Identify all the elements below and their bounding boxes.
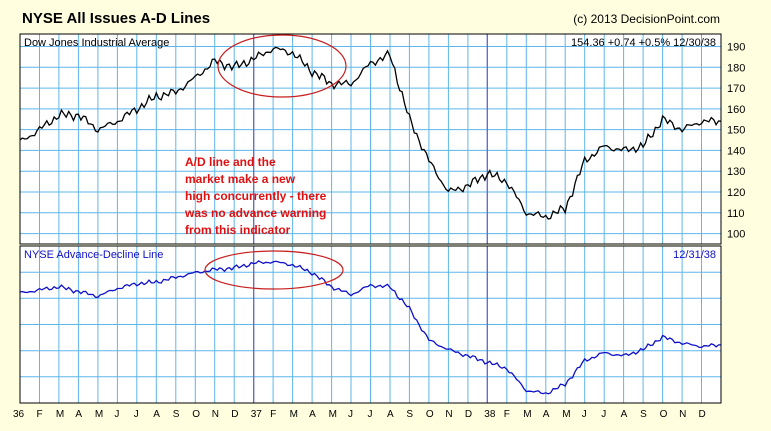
- annotation-line: market make a new: [185, 172, 296, 186]
- price-y-tick-label: 130: [727, 166, 745, 178]
- price-y-tick-label: 110: [727, 208, 745, 220]
- x-axis-label: N: [212, 409, 219, 420]
- chart-credit: (c) 2013 DecisionPoint.com: [573, 12, 720, 26]
- price-peak-ellipse: [217, 34, 347, 98]
- annotation-line: A/D line and the: [185, 155, 276, 169]
- x-axis-label: N: [445, 409, 452, 420]
- price-y-tick-label: 140: [727, 145, 745, 157]
- x-axis-label: S: [173, 409, 180, 420]
- ad-line: [19, 260, 721, 395]
- x-axis-label: M: [329, 409, 337, 420]
- x-axis-label: M: [290, 409, 298, 420]
- x-axis-label: M: [56, 409, 64, 420]
- ad-panel-label: NYSE Advance-Decline Line: [24, 249, 163, 261]
- x-axis-label: O: [660, 409, 668, 420]
- x-axis-label: M: [95, 409, 103, 420]
- x-axis-label: D: [699, 409, 706, 420]
- x-axis-label: A: [621, 409, 628, 420]
- x-axis-label: M: [562, 409, 570, 420]
- price-y-tick-label: 120: [727, 187, 745, 199]
- x-axis-label: S: [406, 409, 413, 420]
- x-axis-label: A: [387, 409, 394, 420]
- ad-panel-border: [19, 245, 722, 404]
- x-axis-label: D: [231, 409, 238, 420]
- x-axis-label: N: [679, 409, 686, 420]
- price-y-tick-label: 190: [727, 42, 745, 54]
- price-y-tick-label: 170: [727, 83, 745, 95]
- annotation-line: from this indicator: [185, 223, 291, 237]
- chart-title: NYSE All Issues A-D Lines: [22, 10, 210, 27]
- x-axis-label: J: [134, 409, 139, 420]
- x-axis-label: F: [270, 409, 276, 420]
- x-axis-label: 37: [251, 409, 263, 420]
- x-axis-label: J: [368, 409, 373, 420]
- x-axis-label: J: [582, 409, 587, 420]
- x-axis-label: S: [640, 409, 647, 420]
- price-panel-border: [19, 33, 722, 245]
- annotation-note: A/D line and the market make a new high co…: [184, 155, 327, 237]
- ad-peak-ellipse: [204, 250, 344, 290]
- price-y-tick-label: 100: [727, 229, 745, 241]
- ad-event-lines: [253, 246, 488, 403]
- x-axis-label: F: [37, 409, 43, 420]
- x-axis-label: A: [543, 409, 550, 420]
- x-axis-label: A: [75, 409, 82, 420]
- x-axis-label: J: [348, 409, 353, 420]
- x-axis-label: J: [114, 409, 119, 420]
- price-y-tick-labels: 100 110 120 130 140 150 160 170 180 190: [727, 42, 745, 241]
- price-y-tick-label: 150: [727, 125, 745, 137]
- x-axis-label: O: [426, 409, 434, 420]
- x-axis-labels: 36 F M A M J J A S O N D 37 F M A M J J A S O N D 38 F M A M J J A S O N D: [13, 409, 706, 420]
- price-panel-label: Dow Jones Industrial Average: [24, 37, 169, 49]
- price-readout: 154.36 +0.74 +0.5% 12/30/38: [571, 37, 716, 49]
- x-axis-label: 36: [13, 409, 25, 420]
- price-gridlines: [20, 34, 721, 244]
- annotation-line: was no advance warning: [184, 206, 326, 220]
- price-y-tick-label: 160: [727, 104, 745, 116]
- x-axis-label: D: [465, 409, 472, 420]
- x-axis-label: F: [504, 409, 510, 420]
- x-axis-label: 38: [484, 409, 496, 420]
- price-y-tick-label: 180: [727, 62, 745, 74]
- annotation-line: high concurrently - there: [185, 189, 327, 203]
- x-axis-label: J: [601, 409, 606, 420]
- price-panel: Dow Jones Industrial Average 154.36 +0.7…: [19, 33, 745, 245]
- ad-readout: 12/31/38: [673, 249, 716, 261]
- ad-panel: NYSE Advance-Decline Line 12/31/38: [19, 245, 722, 404]
- x-axis-label: O: [192, 409, 200, 420]
- dow-price-line: [19, 46, 722, 220]
- x-axis-label: A: [309, 409, 316, 420]
- price-event-lines: [253, 34, 488, 244]
- ad-gridlines: [20, 246, 721, 403]
- x-axis-label: M: [523, 409, 531, 420]
- x-axis-label: A: [153, 409, 160, 420]
